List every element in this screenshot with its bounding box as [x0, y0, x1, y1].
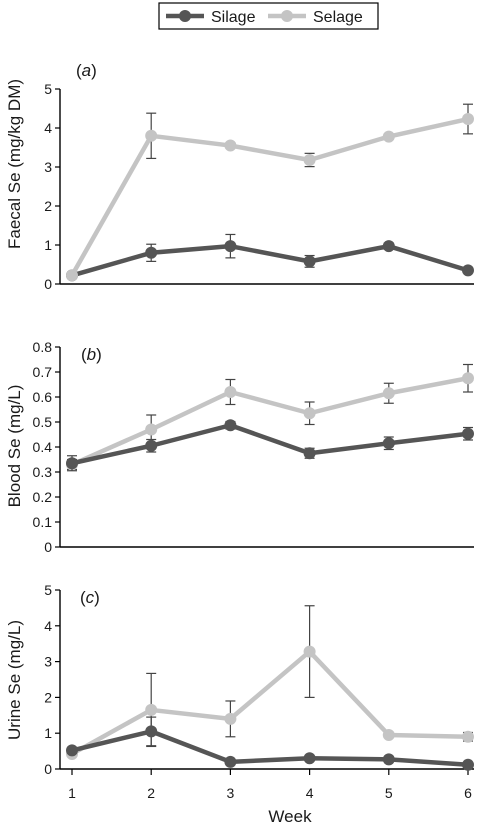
panel-c-selage-point	[145, 703, 158, 716]
panel-a-y-tick-label: 1	[44, 237, 52, 253]
panel-c-letter: (c)	[80, 588, 100, 607]
panel-a-silage-point	[303, 255, 316, 268]
panel-a-selage-point	[462, 113, 474, 126]
panel-a-letter-text: a	[82, 61, 91, 80]
panel-a-selage-point	[303, 153, 316, 166]
panel-b-silage-line	[71, 423, 469, 466]
panel-c-letter-text: c	[86, 588, 95, 607]
panel-c-silage-point	[303, 752, 316, 765]
panel-a-silage-point	[382, 240, 395, 253]
panel-c-silage-point	[66, 744, 78, 757]
legend-selage-label: Selage	[313, 9, 363, 26]
panel-b-blood-se: (b) Blood Se (mg/L) 0 0.1 0.2 0.3 0.4 0.5 0.6 0…	[5, 339, 474, 555]
panel-b-selage-point	[224, 386, 237, 398]
panel-a-selage-point	[66, 269, 78, 282]
panel-b-silage-point	[145, 439, 158, 452]
panel-c-silage-point	[462, 758, 474, 771]
panel-b-y-tick-label: 0.5	[33, 414, 53, 430]
panel-a-selage-point	[382, 130, 395, 143]
panel-a-silage-line	[71, 243, 469, 278]
panel-a-silage-point	[462, 264, 474, 277]
panel-c-y-tick-label: 3	[44, 654, 52, 670]
x-tick-label: 2	[147, 785, 155, 801]
panel-a-y-tick-label: 3	[44, 159, 52, 175]
panel-b-y-tick-label: 0.4	[33, 439, 53, 455]
panel-c-silage-point	[382, 753, 395, 766]
panel-a-y-axis-title: Faecal Se (mg/kg DM)	[5, 79, 24, 249]
x-tick-label: 6	[464, 785, 472, 801]
panel-b-y-tick-label: 0.6	[33, 389, 53, 405]
panel-b-series-silage	[66, 419, 474, 472]
panel-a-y-tick-label: 2	[44, 198, 52, 214]
panel-c-selage-point	[224, 712, 237, 725]
panel-c-y-tick-label: 4	[44, 618, 52, 634]
panel-c-urine-se: (c) Urine Se (mg/L) 0 1 2 3 4 5	[5, 582, 474, 777]
panel-c-silage-point	[145, 725, 158, 738]
panel-c-y-tick-label: 2	[44, 689, 52, 705]
legend: Silage Selage	[158, 2, 379, 30]
panel-c-silage-point	[224, 755, 237, 768]
panel-c-selage-point	[382, 728, 395, 741]
x-tick-label: 3	[227, 785, 235, 801]
panel-c-series-silage	[66, 716, 474, 771]
x-tick-label: 1	[68, 785, 76, 801]
panel-a-selage-point	[224, 139, 237, 152]
panel-b-silage-point	[382, 437, 395, 450]
panel-b-selage-point	[303, 407, 316, 420]
panel-a-silage-point	[224, 240, 237, 253]
panel-a-y-tick-label: 0	[44, 276, 52, 292]
panel-b-y-tick-label: 0.1	[33, 514, 53, 530]
panel-a-letter: (a)	[76, 61, 97, 80]
panel-c-silage-line	[71, 729, 469, 767]
panel-b-selage-point	[462, 372, 474, 385]
panel-a-y-tick-label: 5	[44, 81, 52, 97]
legend-silage-label: Silage	[211, 9, 256, 26]
panel-a-silage-point	[145, 246, 158, 259]
legend-selage-marker	[281, 10, 293, 22]
x-tick-label: 4	[306, 785, 314, 801]
panel-b-selage-point	[382, 387, 395, 400]
panel-c-y-tick-label: 5	[44, 582, 52, 598]
panel-a-selage-point	[145, 129, 158, 142]
legend-silage-marker	[179, 10, 191, 22]
panel-b-letter: (b)	[81, 345, 102, 364]
panel-a-series-selage	[66, 103, 474, 282]
panel-a-series-silage	[66, 233, 474, 282]
panel-b-selage-line	[71, 376, 469, 467]
panel-c-y-tick-label: 0	[44, 761, 52, 777]
panel-b-silage-point	[462, 427, 474, 440]
panel-b-y-tick-label: 0.8	[33, 339, 53, 355]
panel-b-silage-point	[303, 447, 316, 460]
panel-b-silage-point	[66, 457, 78, 470]
x-axis-title: Week	[268, 807, 312, 826]
x-tick-label: 5	[385, 785, 393, 801]
panel-b-y-tick-label: 0.7	[33, 364, 53, 380]
panel-b-y-tick-label: 0.2	[33, 489, 53, 505]
panel-c-selage-point	[462, 730, 474, 743]
x-axis-tick-labels: 1 2 3 4 5 6	[68, 785, 472, 801]
panel-b-y-tick-label: 0	[44, 539, 52, 555]
panel-b-silage-point	[224, 419, 237, 432]
panel-c-selage-point	[303, 645, 316, 658]
panel-b-selage-point	[145, 423, 158, 436]
panel-c-series-selage	[66, 605, 474, 760]
panel-a-faecal-se: (a) Faecal Se (mg/kg DM) 0 1 2 3 4 5	[5, 61, 474, 292]
panel-b-y-tick-label: 0.3	[33, 464, 53, 480]
panel-a-y-tick-label: 4	[44, 120, 52, 136]
panel-b-letter-text: b	[87, 345, 96, 364]
panel-b-series-selage	[66, 363, 474, 471]
panel-c-selage-line	[70, 649, 469, 756]
panel-c-y-tick-label: 1	[44, 725, 52, 741]
panel-b-y-axis-title: Blood Se (mg/L)	[5, 385, 24, 508]
panel-a-selage-line	[70, 116, 469, 277]
panel-c-y-axis-title: Urine Se (mg/L)	[5, 620, 24, 740]
